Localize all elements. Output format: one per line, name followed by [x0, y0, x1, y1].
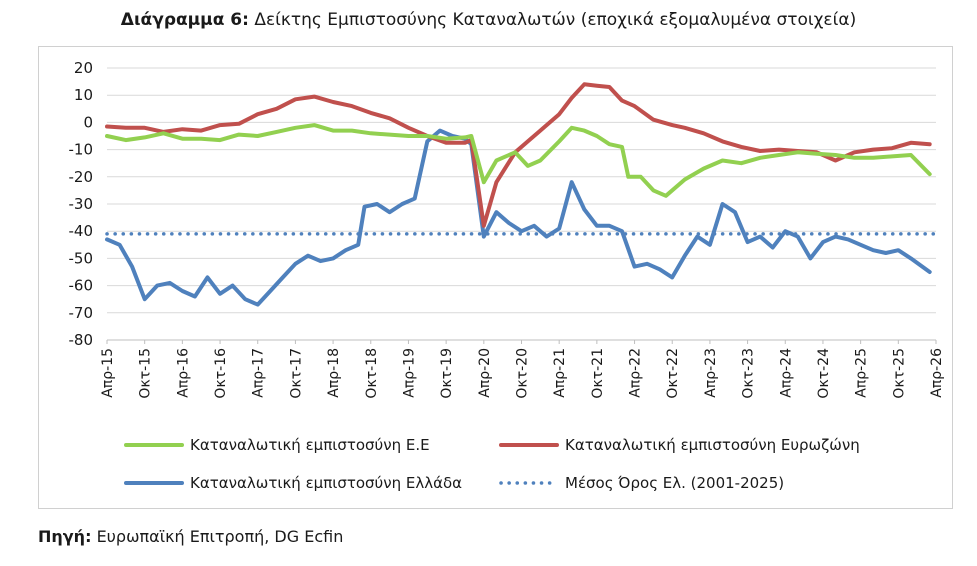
x-tick-label: Απρ-21: [552, 348, 568, 398]
x-tick-label: Οκτ-20: [515, 348, 531, 399]
x-tick-label: Απρ-20: [477, 348, 493, 398]
x-tick-label: Απρ-17: [251, 348, 267, 398]
y-tick-label: -60: [69, 277, 94, 295]
y-tick-label: -40: [69, 222, 94, 240]
x-tick-label: Οκτ-15: [138, 348, 154, 399]
series-line-gr: [105, 128, 932, 307]
y-tick-label: -30: [69, 195, 94, 213]
legend-label-gr: Καταναλωτική εμπιστοσύνη Ελλάδα: [190, 474, 462, 492]
y-tick-label: 10: [74, 86, 93, 104]
x-tick-label: Οκτ-23: [741, 348, 757, 399]
y-tick-label: -80: [69, 331, 94, 349]
series-line-eu: [105, 123, 932, 198]
x-tick-label: Οκτ-22: [665, 348, 681, 399]
x-tick-label: Οκτ-25: [891, 348, 907, 399]
legend-label-eu: Καταναλωτική εμπιστοσύνη Ε.Ε: [190, 436, 430, 454]
legend-label-avg: Μέσος Όρος Ελ. (2001-2025): [565, 474, 784, 492]
y-tick-label: 0: [83, 113, 93, 131]
legend-label-ez: Καταναλωτική εμπιστοσύνη Ευρωζώνη: [565, 436, 860, 454]
series-line-ez: [105, 82, 932, 228]
y-tick-label: 20: [74, 59, 93, 77]
x-tick-label: Απρ-23: [703, 348, 719, 398]
x-tick-label: Απρ-16: [175, 348, 191, 398]
x-tick-label: Οκτ-24: [816, 348, 832, 399]
x-tick-label: Οκτ-17: [288, 348, 304, 399]
y-tick-label: -70: [69, 304, 94, 322]
y-tick-label: -50: [69, 249, 94, 267]
y-tick-label: -20: [69, 168, 94, 186]
x-tick-label: Οκτ-21: [590, 348, 606, 399]
x-tick-label: Απρ-15: [100, 348, 116, 398]
x-tick-label: Οκτ-18: [364, 348, 380, 399]
x-tick-label: Οκτ-16: [213, 348, 229, 399]
line-chart: 20 10 0 -10 -20 -30 -40 -50 -60 -70 -80 Απρ-15 Οκτ-1…: [69, 59, 946, 492]
x-tick-label: Απρ-25: [854, 348, 870, 398]
x-tick-label: Απρ-22: [628, 348, 644, 398]
chart-frame: 20 10 0 -10 -20 -30 -40 -50 -60 -70 -80 Απρ-15 Οκτ-1…: [38, 46, 953, 509]
x-tick-label: Οκτ-19: [439, 348, 455, 399]
chart-title: Διάγραμμα 6: Δείκτης Εμπιστοσύνης Κατανα…: [120, 10, 857, 30]
x-tick-label: Απρ-24: [778, 348, 794, 398]
x-tick-label: Απρ-18: [326, 348, 342, 398]
x-tick-label: Απρ-26: [929, 348, 945, 398]
x-tick-label: Απρ-19: [401, 348, 417, 398]
y-tick-label: -10: [69, 141, 94, 159]
source-note: Πηγή: Ευρωπαϊκή Επιτροπή, DG Ecfin: [38, 527, 344, 546]
